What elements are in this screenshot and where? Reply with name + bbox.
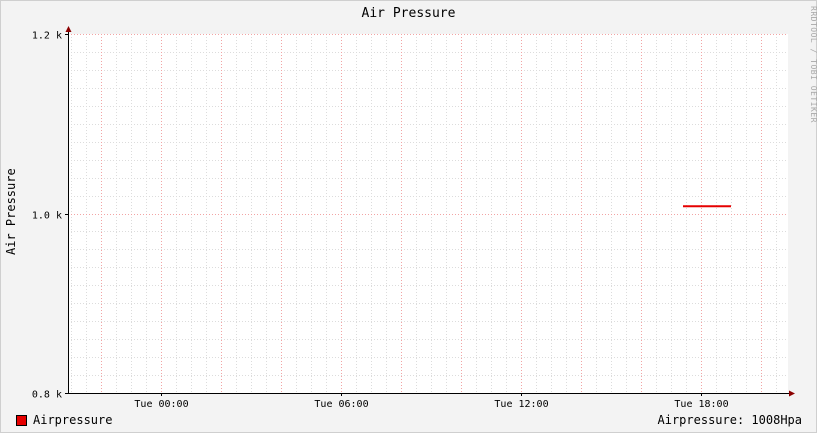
y-axis-arrow — [66, 26, 72, 32]
x-tick-label: Tue 12:00 — [494, 399, 548, 410]
x-tick-label: Tue 18:00 — [674, 399, 728, 410]
current-value-readout: Airpressure: 1008Hpa — [658, 413, 803, 427]
x-axis-arrow — [789, 391, 795, 397]
y-tick-label: 0.8 k — [32, 390, 62, 401]
legend-label: Airpressure — [33, 413, 112, 427]
y-tick-label: 1.0 k — [32, 211, 62, 222]
legend: Airpressure — [16, 413, 112, 427]
x-tick-label: Tue 00:00 — [134, 399, 188, 410]
y-tick-label: 1.2 k — [32, 31, 62, 42]
x-tick-label: Tue 06:00 — [314, 399, 368, 410]
legend-swatch — [16, 415, 27, 426]
